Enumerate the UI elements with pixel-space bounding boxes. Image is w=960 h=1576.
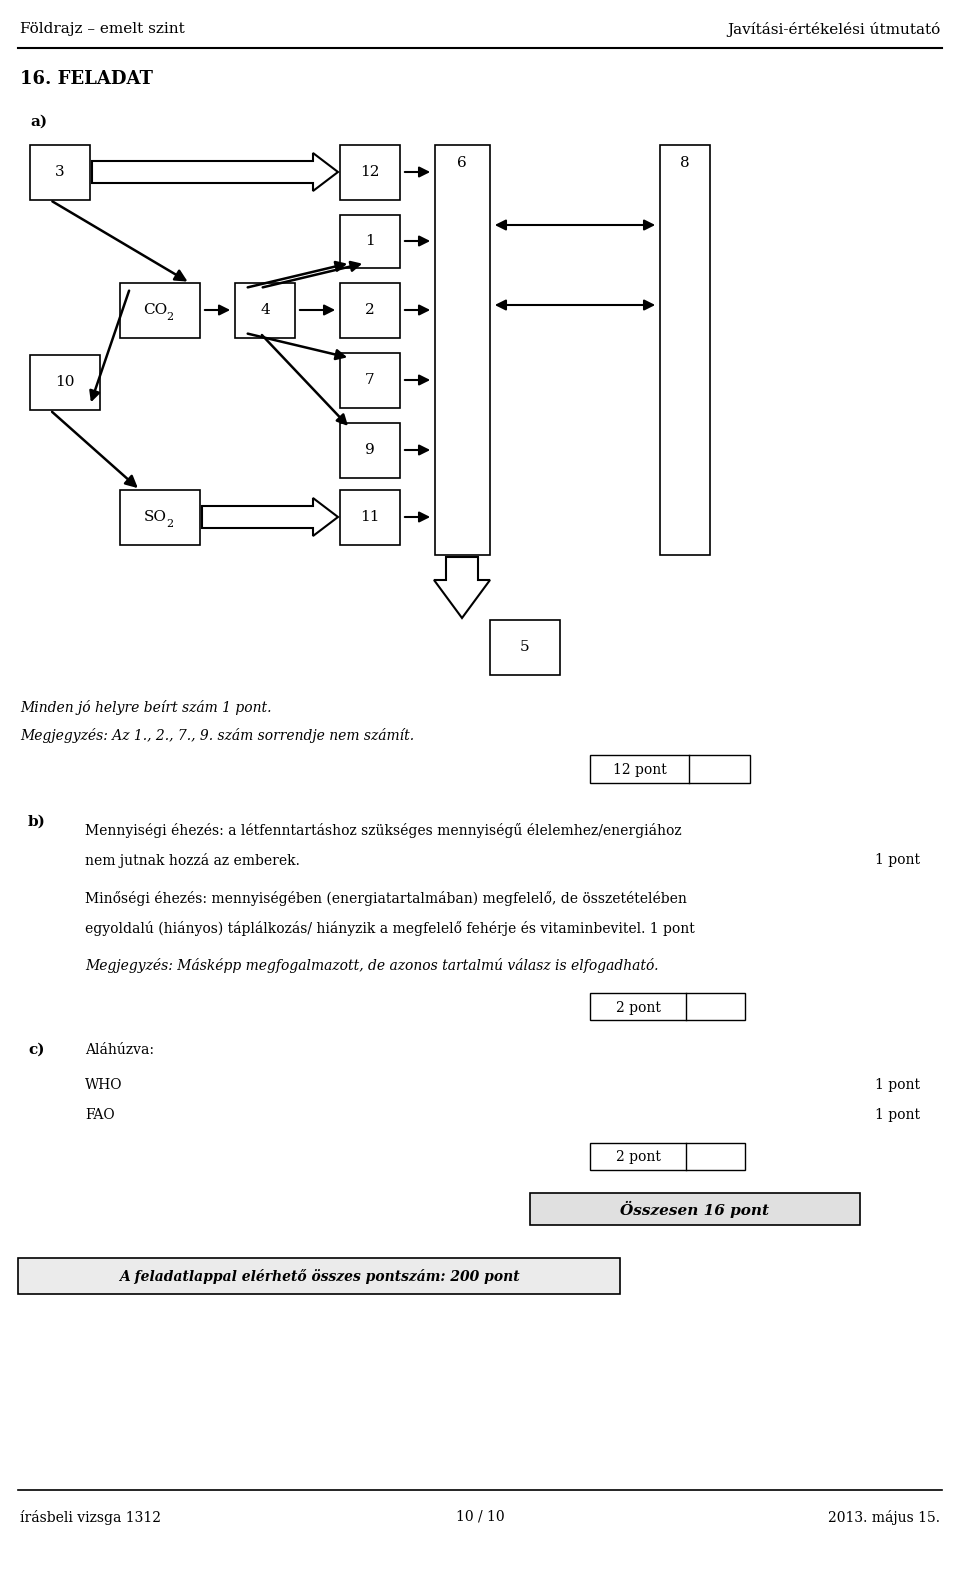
Text: Összesen 16 pont: Összesen 16 pont <box>620 1201 770 1218</box>
Bar <box>435 145 490 555</box>
Text: írásbeli vizsga 1312: írásbeli vizsga 1312 <box>20 1510 161 1526</box>
Bar <box>590 755 750 783</box>
Text: A feladatlappal elérhető összes pontszám: 200 pont: A feladatlappal elérhető összes pontszám… <box>119 1269 519 1283</box>
Text: 12 pont: 12 pont <box>612 763 666 777</box>
Text: 1: 1 <box>365 233 374 247</box>
Text: 8: 8 <box>681 156 690 170</box>
Text: 1 pont: 1 pont <box>875 1108 920 1122</box>
Polygon shape <box>202 498 338 536</box>
Text: 2: 2 <box>166 519 174 530</box>
Text: Minőségi éhezés: mennyiségében (energiatartalmában) megfelelő, de összetételében: Minőségi éhezés: mennyiségében (energiat… <box>85 890 686 906</box>
Text: 1 pont: 1 pont <box>875 1078 920 1092</box>
Bar <box>660 145 710 555</box>
Text: a): a) <box>30 115 47 129</box>
Text: c): c) <box>28 1043 44 1057</box>
Bar <box>590 1143 745 1169</box>
Text: SO: SO <box>143 511 166 523</box>
Text: WHO: WHO <box>85 1078 123 1092</box>
Text: Minden jó helyre beírt szám 1 pont.: Minden jó helyre beírt szám 1 pont. <box>20 700 272 716</box>
Text: 1 pont: 1 pont <box>875 853 920 867</box>
Bar <box>235 284 295 337</box>
Text: Földrajz – emelt szint: Földrajz – emelt szint <box>20 22 184 36</box>
Bar <box>120 284 200 337</box>
Bar <box>340 284 400 337</box>
Bar <box>590 993 745 1020</box>
Bar <box>340 422 400 478</box>
Text: Megjegyzés: Az 1., 2., 7., 9. szám sorrendje nem számít.: Megjegyzés: Az 1., 2., 7., 9. szám sorre… <box>20 728 414 742</box>
Text: Mennyiségi éhezés: a létfenntartáshoz szükséges mennyiségű élelemhez/energiához: Mennyiségi éhezés: a létfenntartáshoz sz… <box>85 823 682 838</box>
Text: 2: 2 <box>166 312 174 322</box>
Text: 2: 2 <box>365 303 374 317</box>
Text: 10: 10 <box>56 375 75 389</box>
Bar <box>530 1193 860 1225</box>
Bar <box>340 490 400 545</box>
Text: 2013. május 15.: 2013. május 15. <box>828 1510 940 1526</box>
Bar <box>30 355 100 410</box>
Text: 3: 3 <box>55 165 65 180</box>
Text: 4: 4 <box>260 303 270 317</box>
Polygon shape <box>434 556 490 618</box>
Text: 12: 12 <box>360 165 380 180</box>
Bar <box>18 1258 620 1294</box>
Text: FAO: FAO <box>85 1108 114 1122</box>
Text: 2 pont: 2 pont <box>615 1001 660 1015</box>
Bar <box>340 353 400 408</box>
Text: 9: 9 <box>365 443 374 457</box>
Text: 16. FELADAT: 16. FELADAT <box>20 69 153 88</box>
Text: 5: 5 <box>520 640 530 654</box>
Text: 11: 11 <box>360 511 380 523</box>
Text: Aláhúzva:: Aláhúzva: <box>85 1043 154 1057</box>
Text: 10 / 10: 10 / 10 <box>456 1510 504 1524</box>
Text: 7: 7 <box>365 374 374 388</box>
Bar <box>30 145 90 200</box>
Text: nem jutnak hozzá az emberek.: nem jutnak hozzá az emberek. <box>85 853 300 868</box>
Bar <box>490 619 560 675</box>
Bar <box>340 214 400 268</box>
Text: 6: 6 <box>457 156 467 170</box>
Text: b): b) <box>28 815 46 829</box>
Text: Javítási-értékelési útmutató: Javítási-értékelési útmutató <box>727 22 940 36</box>
Polygon shape <box>92 153 338 191</box>
Text: Megjegyzés: Másképp megfogalmazott, de azonos tartalmú válasz is elfogadható.: Megjegyzés: Másképp megfogalmazott, de a… <box>85 958 659 972</box>
Text: egyoldalú (hiányos) táplálkozás/ hiányzik a megfelelő fehérje és vitaminbevitel.: egyoldalú (hiányos) táplálkozás/ hiányzi… <box>85 920 695 936</box>
Bar <box>120 490 200 545</box>
Text: CO: CO <box>143 303 167 317</box>
Text: 2 pont: 2 pont <box>615 1150 660 1165</box>
Bar <box>340 145 400 200</box>
